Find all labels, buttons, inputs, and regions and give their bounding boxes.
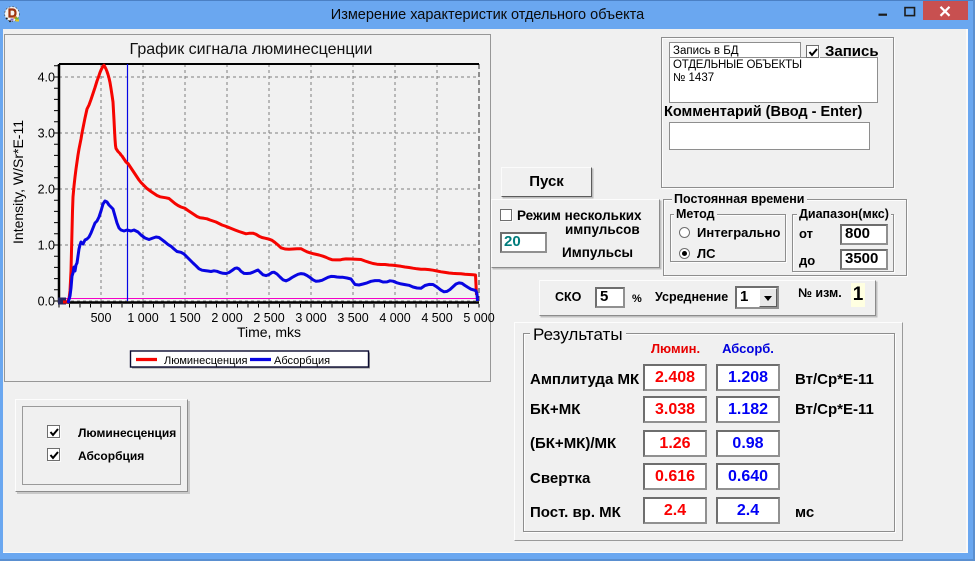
svg-text:График сигнала люминесценции: График сигнала люминесценции <box>130 41 373 58</box>
svg-text:Люминесценция: Люминесценция <box>164 355 248 367</box>
svg-text:5 000: 5 000 <box>463 311 494 325</box>
svg-text:Time, mks: Time, mks <box>237 324 301 340</box>
svg-text:2 000: 2 000 <box>211 311 242 325</box>
svg-text:Intensity, W/Sr*E-11: Intensity, W/Sr*E-11 <box>10 120 26 244</box>
svg-text:Абсорбция: Абсорбция <box>274 355 330 367</box>
svg-text:1 500: 1 500 <box>169 311 200 325</box>
svg-text:3.0: 3.0 <box>38 127 55 141</box>
svg-text:1.0: 1.0 <box>38 239 55 253</box>
svg-text:2.0: 2.0 <box>38 183 55 197</box>
svg-text:4 500: 4 500 <box>421 311 452 325</box>
svg-text:1 000: 1 000 <box>127 311 158 325</box>
svg-text:4 000: 4 000 <box>379 311 410 325</box>
svg-text:4.0: 4.0 <box>38 71 55 85</box>
svg-text:3 000: 3 000 <box>295 311 326 325</box>
svg-text:3 500: 3 500 <box>337 311 368 325</box>
svg-text:500: 500 <box>91 311 112 325</box>
svg-text:0.0: 0.0 <box>38 295 55 309</box>
svg-text:2 500: 2 500 <box>253 311 284 325</box>
